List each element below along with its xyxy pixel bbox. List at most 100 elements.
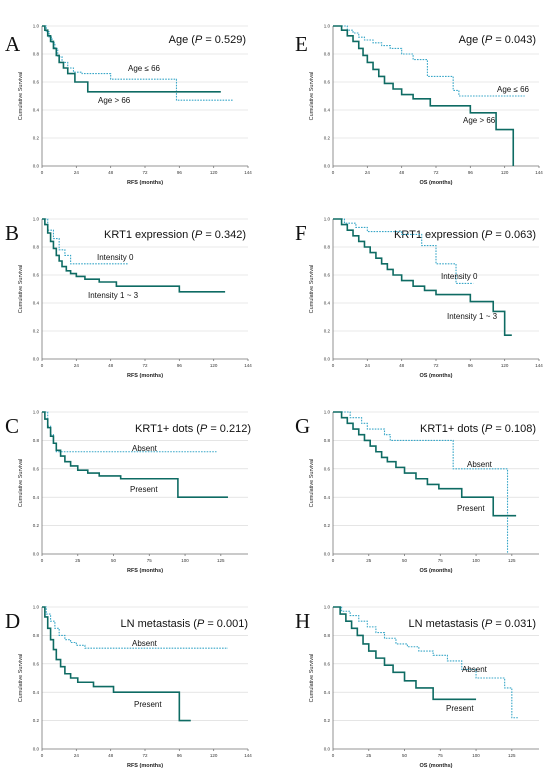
curve-label: Intensity 1 ~ 3 xyxy=(447,312,498,321)
x-axis-title: RFS (months) xyxy=(127,373,163,379)
y-tick-label: 0.6 xyxy=(324,466,331,471)
panel-letter: E xyxy=(295,32,308,56)
km-panel-g: G 0.0 0.2 0.4 0.6 0.8 1.0 0 25 50 75 100 125 OS (mont… xyxy=(295,410,539,574)
curve-label: Age > 66 xyxy=(463,116,496,125)
y-tick-label: 1.0 xyxy=(33,24,40,29)
km-curve-dotted xyxy=(333,25,525,97)
km-curve-solid xyxy=(42,218,226,293)
x-tick-label: 120 xyxy=(210,170,218,175)
x-tick-label: 0 xyxy=(332,558,335,563)
x-tick-label: 96 xyxy=(468,363,474,368)
km-curve-dotted xyxy=(333,218,474,284)
x-axis-title: OS (months) xyxy=(420,568,453,574)
y-tick-label: 0.8 xyxy=(324,245,331,250)
y-tick-label: 0.2 xyxy=(324,523,331,528)
y-axis-title: Cumulative Survival xyxy=(309,459,315,508)
y-tick-label: 0.2 xyxy=(324,718,331,723)
panel-letter: G xyxy=(295,414,310,438)
y-tick-label: 1.0 xyxy=(33,217,40,222)
km-curve-solid xyxy=(333,25,515,166)
x-tick-label: 96 xyxy=(177,753,183,758)
curve-label: Age > 66 xyxy=(98,96,131,105)
km-panel-d: D 0.0 0.2 0.4 0.6 0.8 1.0 0 24 48 72 96 120 144 RFS (m… xyxy=(5,605,252,769)
panel-letter: A xyxy=(5,32,21,56)
x-tick-label: 125 xyxy=(217,558,225,563)
y-tick-label: 0.6 xyxy=(324,273,331,278)
y-tick-label: 0.6 xyxy=(33,80,40,85)
panel-title: KRT1 expression (P = 0.342) xyxy=(104,229,246,241)
km-panel-b: B 0.0 0.2 0.4 0.6 0.8 1.0 0 24 48 72 96 120 144 RFS (m… xyxy=(5,217,252,379)
x-tick-label: 100 xyxy=(472,558,480,563)
x-axis-title: OS (months) xyxy=(420,763,453,769)
x-tick-label: 72 xyxy=(142,753,148,758)
x-tick-label: 75 xyxy=(438,753,444,758)
y-tick-label: 1.0 xyxy=(33,410,40,415)
x-tick-label: 96 xyxy=(177,363,183,368)
x-tick-label: 0 xyxy=(41,558,44,563)
x-tick-label: 48 xyxy=(399,363,405,368)
y-axis-title: Cumulative Survival xyxy=(18,654,24,703)
x-tick-label: 125 xyxy=(508,558,516,563)
km-curve-solid xyxy=(42,25,221,93)
y-tick-label: 0.0 xyxy=(324,552,331,557)
x-tick-label: 144 xyxy=(535,170,543,175)
x-tick-label: 120 xyxy=(501,363,509,368)
x-tick-label: 75 xyxy=(438,558,444,563)
curve-label: Absent xyxy=(132,444,158,453)
x-axis-title: RFS (months) xyxy=(127,180,163,186)
x-tick-label: 100 xyxy=(472,753,480,758)
y-tick-label: 1.0 xyxy=(324,410,331,415)
curve-label: Intensity 0 xyxy=(441,272,478,281)
x-tick-label: 48 xyxy=(399,170,405,175)
x-tick-label: 120 xyxy=(210,363,218,368)
y-tick-label: 0.8 xyxy=(324,52,331,57)
x-tick-label: 144 xyxy=(244,363,252,368)
panel-title: KRT1+ dots (P = 0.212) xyxy=(135,423,251,435)
x-tick-label: 48 xyxy=(108,170,114,175)
x-tick-label: 25 xyxy=(75,558,81,563)
panel-title: LN metastasis (P = 0.001) xyxy=(121,618,249,630)
x-tick-label: 50 xyxy=(402,558,408,563)
y-tick-label: 0.0 xyxy=(324,164,331,169)
y-tick-label: 0.4 xyxy=(324,690,331,695)
km-curve-solid xyxy=(333,411,517,517)
y-tick-label: 0.2 xyxy=(33,329,40,334)
x-axis-title: RFS (months) xyxy=(127,763,163,769)
y-axis-title: Cumulative Survival xyxy=(18,459,24,508)
y-tick-label: 0.2 xyxy=(33,523,40,528)
km-curve-solid xyxy=(333,606,477,701)
x-tick-label: 144 xyxy=(535,363,543,368)
y-tick-label: 0.4 xyxy=(33,108,40,113)
x-tick-label: 120 xyxy=(210,753,218,758)
x-tick-label: 24 xyxy=(365,363,371,368)
curve-label: Absent xyxy=(467,460,493,469)
x-tick-label: 50 xyxy=(111,558,117,563)
x-tick-label: 0 xyxy=(332,170,335,175)
km-curve-solid xyxy=(42,411,228,498)
y-axis-title: Cumulative Survival xyxy=(309,265,315,314)
panel-title: KRT1 expression (P = 0.063) xyxy=(394,229,536,241)
x-tick-label: 24 xyxy=(365,170,371,175)
x-tick-label: 25 xyxy=(366,558,372,563)
y-tick-label: 0.8 xyxy=(33,438,40,443)
curve-label: Absent xyxy=(462,665,488,674)
y-tick-label: 0.6 xyxy=(33,466,40,471)
curve-label: Intensity 1 ~ 3 xyxy=(88,291,139,300)
panel-title: KRT1+ dots (P = 0.108) xyxy=(420,423,536,435)
y-tick-label: 0.4 xyxy=(33,301,40,306)
curve-label: Present xyxy=(446,704,474,713)
km-curve-dotted xyxy=(333,606,519,719)
x-tick-label: 72 xyxy=(433,363,439,368)
y-tick-label: 0.4 xyxy=(33,495,40,500)
km-panel-f: F 0.0 0.2 0.4 0.6 0.8 1.0 0 24 48 72 96 120 144 OS (mo… xyxy=(295,217,543,379)
x-tick-label: 96 xyxy=(177,170,183,175)
km-panel-c: C 0.0 0.2 0.4 0.6 0.8 1.0 0 25 50 75 100 125 RFS (mon… xyxy=(5,410,251,574)
y-tick-label: 0.2 xyxy=(33,136,40,141)
x-tick-label: 0 xyxy=(332,363,335,368)
y-tick-label: 0.4 xyxy=(324,495,331,500)
y-tick-label: 0.6 xyxy=(324,80,331,85)
panel-letter: H xyxy=(295,609,310,633)
panel-letter: B xyxy=(5,221,19,245)
panel-title: LN metastasis (P = 0.031) xyxy=(409,618,537,630)
y-tick-label: 0.2 xyxy=(33,718,40,723)
